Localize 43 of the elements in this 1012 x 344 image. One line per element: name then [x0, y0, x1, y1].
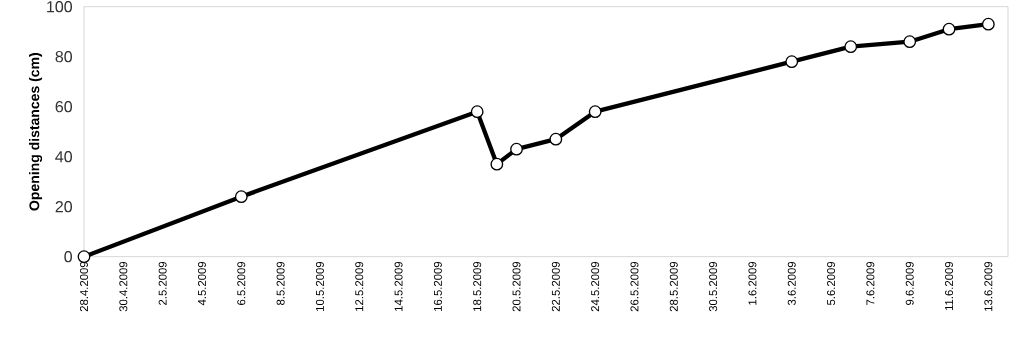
x-tick-label: 12.5.2009 — [355, 261, 364, 311]
x-tick-label: 24.5.2009 — [591, 261, 600, 312]
y-tick-label: 0 — [64, 251, 73, 263]
point — [77, 250, 91, 264]
x-tick-label: 4.5.2009 — [197, 261, 206, 306]
x-tick-label: 5.6.2009 — [827, 261, 836, 306]
x-tick-label: 11.6.2009 — [945, 261, 954, 311]
point — [844, 40, 858, 54]
point — [234, 190, 248, 204]
x-tick-label: 22.5.2009 — [551, 261, 560, 312]
y-tick-label: 100 — [47, 1, 73, 13]
x-tick-label: 7.6.2009 — [866, 261, 875, 305]
x-tick-label: 20.5.2009 — [512, 261, 521, 312]
x-tick-label: 6.5.2009 — [237, 261, 246, 305]
point — [942, 22, 956, 36]
x-tick-label: 14.5.2009 — [394, 261, 403, 311]
y-tick-label: 60 — [55, 101, 73, 113]
x-tick-label: 8.5.2009 — [276, 261, 285, 305]
point — [549, 132, 563, 146]
y-tick-label: 80 — [55, 51, 73, 63]
x-tick-label: 18.5.2009 — [473, 261, 482, 311]
x-tick-label: 1.6.2009 — [748, 261, 757, 305]
y-tick-label: 40 — [55, 151, 73, 163]
point — [903, 35, 917, 49]
y-axis-title: Opening distances (cm) — [29, 53, 43, 211]
x-tick-label: 9.6.2009 — [905, 261, 914, 305]
x-tick-label: 28.5.2009 — [669, 261, 678, 312]
y-tick-label: 20 — [55, 201, 73, 213]
x-tick-label: 13.6.2009 — [984, 261, 993, 311]
point — [785, 55, 799, 69]
x-tick-label: 2.5.2009 — [158, 261, 167, 305]
point — [981, 17, 995, 31]
x-tick-label: 30.4.2009 — [119, 261, 128, 312]
x-tick-label: 16.5.2009 — [433, 261, 442, 311]
point — [490, 157, 504, 171]
point — [510, 142, 523, 156]
x-tick-label: 30.5.2009 — [709, 261, 718, 312]
x-tick-label: 28.4.2009 — [80, 261, 89, 312]
point — [470, 105, 484, 119]
x-tick-label: 3.6.2009 — [787, 261, 796, 306]
x-tick-label: 26.5.2009 — [630, 261, 639, 312]
x-tick-label: 10.5.2009 — [315, 261, 324, 311]
point — [588, 105, 602, 119]
